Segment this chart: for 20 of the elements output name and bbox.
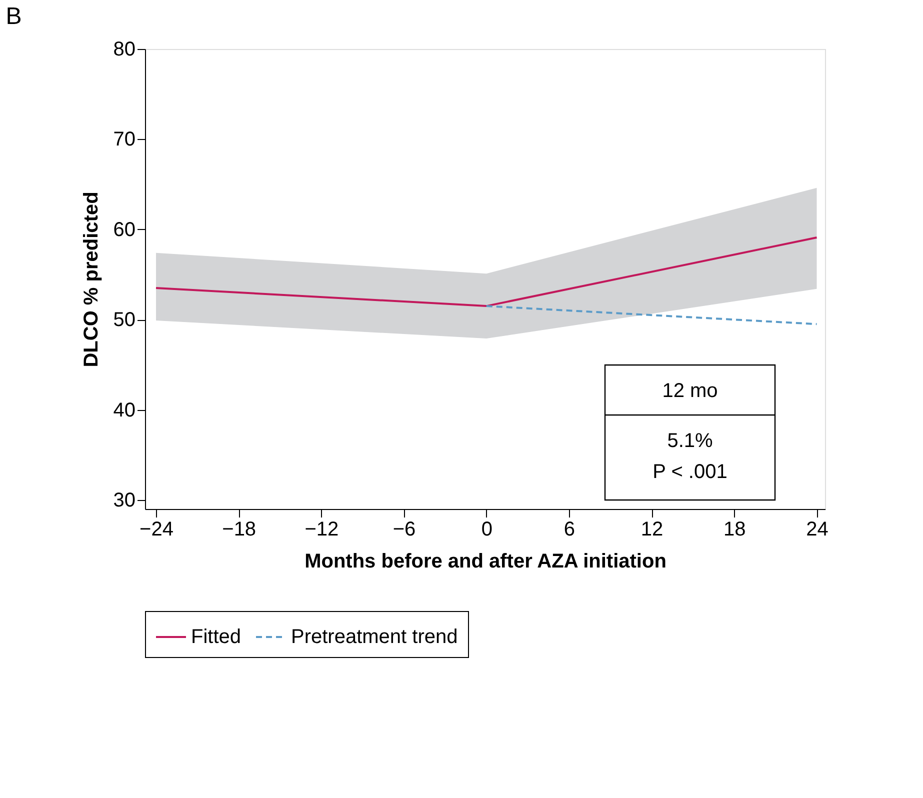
- x-tick-label: −6: [392, 518, 416, 540]
- y-axis-title: DLCO % predicted: [80, 192, 102, 368]
- y-tick-label: 70: [113, 128, 136, 151]
- x-tick-label: 24: [806, 518, 828, 540]
- y-tick-label: 50: [113, 309, 136, 332]
- x-tick-label: 6: [564, 518, 576, 540]
- y-tick-label: 40: [113, 399, 136, 422]
- y-tick-label: 60: [113, 218, 136, 241]
- x-tick-label: −12: [304, 518, 339, 540]
- x-tick-label: 12: [640, 518, 664, 540]
- x-tick-label: 0: [481, 518, 492, 540]
- x-axis-title: Months before and after AZA initiation: [304, 550, 666, 572]
- y-tick-label: 30: [113, 489, 136, 512]
- x-tick-label: −24: [140, 518, 174, 540]
- chart-title: B: [6, 3, 22, 30]
- x-tick-label: −18: [222, 518, 256, 540]
- x-tick-label: 18: [724, 518, 746, 540]
- y-tick-label: 80: [113, 38, 136, 60]
- legend-label: Pretreatment trend: [291, 626, 458, 648]
- legend-label: Fitted: [191, 626, 242, 648]
